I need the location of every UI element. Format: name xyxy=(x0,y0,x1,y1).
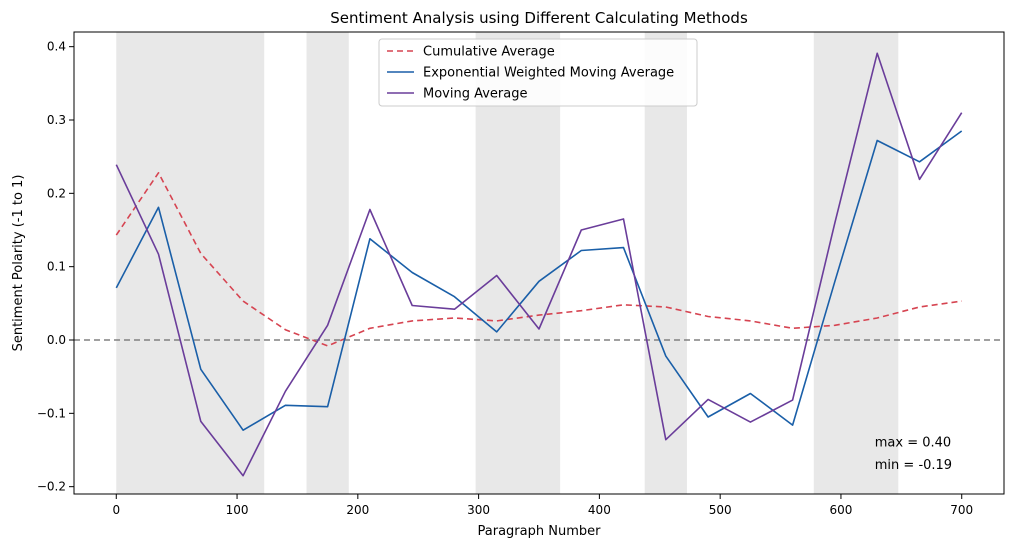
chart-title: Sentiment Analysis using Different Calcu… xyxy=(330,9,748,27)
y-tick-label: 0.3 xyxy=(47,113,66,127)
series-line-exponential-weighted-moving-average xyxy=(115,130,963,432)
legend-label-2: Moving Average xyxy=(423,87,527,102)
shaded-region-9 xyxy=(856,32,899,494)
x-tick-label: 200 xyxy=(346,503,369,517)
x-tick-label: 600 xyxy=(829,503,852,517)
x-tick-label: 700 xyxy=(950,503,973,517)
y-axis-label: Sentiment Polarity (-1 to 1) xyxy=(11,175,26,352)
annotation-0: max = 0.40 xyxy=(875,435,951,450)
shaded-region-2 xyxy=(179,32,222,494)
shaded-region-3 xyxy=(221,32,265,494)
shaded-region-6 xyxy=(517,32,561,494)
shaded-region-8 xyxy=(813,32,857,494)
series-line-moving-average xyxy=(115,52,963,477)
y-tick-label: −0.1 xyxy=(37,406,66,420)
x-axis-label: Paragraph Number xyxy=(478,524,602,539)
legend-label-1: Exponential Weighted Moving Average xyxy=(423,66,674,81)
x-tick-label: 100 xyxy=(226,503,249,517)
y-tick-label: 0.4 xyxy=(47,40,66,54)
legend-label-0: Cumulative Average xyxy=(423,45,555,60)
x-tick-label: 300 xyxy=(467,503,490,517)
plot-frame xyxy=(73,31,1005,495)
x-tick-label: 0 xyxy=(112,503,120,517)
shaded-region-0 xyxy=(116,32,138,494)
series-line-cumulative-average xyxy=(115,172,962,347)
legend: Cumulative Average Exponential Weighted M… xyxy=(378,38,698,107)
annotation-1: min = -0.19 xyxy=(875,458,952,473)
shaded-region-4 xyxy=(306,32,349,494)
x-tick-label: 500 xyxy=(709,503,732,517)
legend-box xyxy=(378,38,698,107)
y-tick-label: −0.2 xyxy=(37,480,66,494)
y-tick-label: 0.1 xyxy=(47,260,66,274)
shaded-region-7 xyxy=(644,32,687,494)
x-tick-label: 400 xyxy=(588,503,611,517)
shaded-region-5 xyxy=(475,32,518,494)
y-tick-label: 0.0 xyxy=(47,333,66,347)
y-tick-label: 0.2 xyxy=(47,186,66,200)
